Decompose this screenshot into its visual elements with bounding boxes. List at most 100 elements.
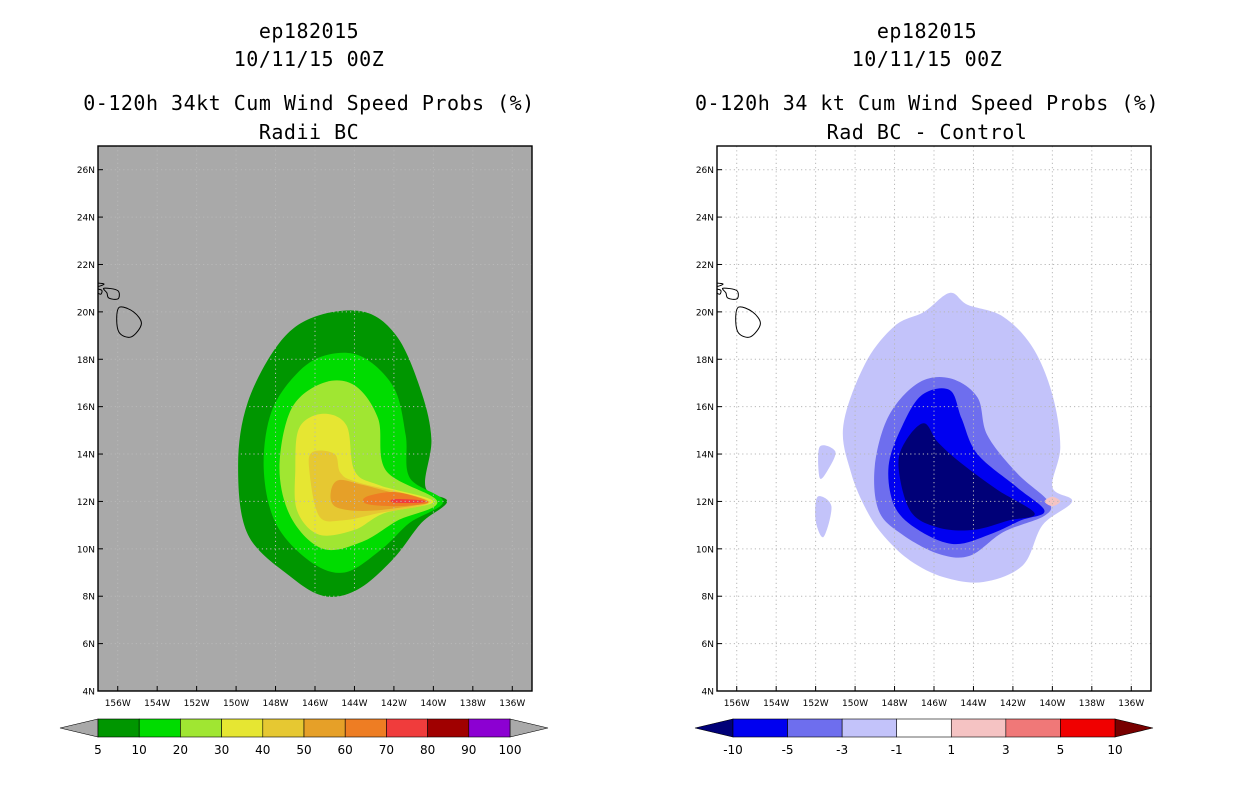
y-tick-label-26N: 26N (696, 166, 714, 176)
right-title-date: 10/11/15 00Z (851, 47, 1003, 71)
x-tick-label-146W: 146W (921, 699, 947, 709)
x-tick-label-152W: 152W (803, 699, 829, 709)
x-tick-label-136W: 136W (499, 699, 525, 709)
contour-layer (238, 310, 448, 597)
colorbar-label-0: -10 (723, 743, 743, 757)
x-tick-label-148W: 148W (263, 699, 289, 709)
island-outline-0 (116, 306, 142, 338)
colorbar-label-6: 5 (1057, 743, 1065, 757)
y-tick-label-12N: 12N (77, 498, 95, 508)
island-outline-2 (717, 282, 724, 288)
colorbar-arrow-left (694, 718, 734, 738)
colorbar-label-4: 40 (255, 743, 270, 757)
grid-lines (98, 146, 532, 691)
contour-level--1 (815, 496, 832, 538)
x-tick-label-152W: 152W (184, 699, 210, 709)
y-tick-label-18N: 18N (77, 356, 95, 366)
x-tick-label-154W: 154W (763, 699, 789, 709)
island-outline-1 (102, 287, 120, 300)
colorbar-swatch-1 (787, 718, 843, 738)
x-tick-label-150W: 150W (223, 699, 249, 709)
island-outline-1 (721, 287, 739, 300)
colorbar-swatch-6 (1060, 718, 1116, 738)
colorbar-label-6: 60 (338, 743, 353, 757)
x-tick-label-154W: 154W (144, 699, 170, 709)
colorbar-label-5: 3 (1002, 743, 1010, 757)
coastline-hawaii (98, 282, 142, 338)
colorbar-label-9: 90 (461, 743, 476, 757)
contour-layer (815, 292, 1073, 583)
colorbar-arrow-right (509, 718, 549, 738)
y-tick-label-12N: 12N (696, 498, 714, 508)
island-outline-3 (717, 288, 722, 295)
y-tick-label-18N: 18N (696, 356, 714, 366)
right-chart-svg: 156W 154W 152W 150W 148W 146W 144W 142W 140W 138W… (694, 145, 1154, 757)
x-tick-label-148W: 148W (882, 699, 908, 709)
x-tick-label-144W: 144W (960, 699, 986, 709)
x-tick-label-144W: 144W (341, 699, 367, 709)
x-tick-label-140W: 140W (420, 699, 446, 709)
colorbar-label-4: 1 (947, 743, 955, 757)
x-tick-label-136W: 136W (1118, 699, 1144, 709)
right-title-subtitle: Rad BC - Control (826, 120, 1028, 144)
island-outline-0 (735, 306, 761, 338)
y-tick-label-20N: 20N (77, 308, 95, 318)
x-tick-label-140W: 140W (1039, 699, 1065, 709)
right-title-storm: ep182015 (876, 19, 978, 43)
colorbar-swatch-2 (180, 718, 222, 738)
colorbar-swatch-0 (97, 718, 140, 738)
x-tick-label-138W: 138W (1079, 699, 1105, 709)
y-tick-label-8N: 8N (83, 593, 95, 603)
x-tick-label-150W: 150W (842, 699, 868, 709)
left-title-storm: ep182015 (258, 19, 360, 43)
right-chart-panel: ep182015 10/11/15 00Z 0-120h 34 kt Cum W… (618, 0, 1236, 800)
colorbar-swatch-6 (344, 718, 387, 738)
colorbar-label-2: -3 (836, 743, 848, 757)
colorbar-label-0: 5 (94, 743, 102, 757)
y-tick-label-24N: 24N (696, 214, 714, 224)
x-tick-label-156W: 156W (724, 699, 750, 709)
colorbar-swatch-2 (841, 718, 898, 738)
left-chart-svg: 156W 154W 152W 150W 148W 146W 144W 142W 140W 138W… (59, 145, 549, 757)
colorbar-swatch-5 (303, 718, 346, 738)
colorbar-swatch-0 (732, 718, 788, 738)
y-tick-label-16N: 16N (77, 403, 95, 413)
coastline-hawaii (717, 282, 761, 338)
right-title-product: 0-120h 34 kt Cum Wind Speed Probs (%) (694, 91, 1160, 115)
x-tick-label-138W: 138W (460, 699, 486, 709)
colorbar-swatch-1 (138, 718, 181, 738)
x-tick-label-142W: 142W (1000, 699, 1026, 709)
x-tick-label-142W: 142W (381, 699, 407, 709)
left-title-subtitle: Radii BC (258, 120, 360, 144)
colorbar: 5 10 20 30 40 50 60 70 80 90 100 (59, 718, 549, 757)
colorbar-label-8: 80 (420, 743, 435, 757)
colorbar-swatch-7 (386, 718, 428, 738)
x-tick-label-156W: 156W (105, 699, 131, 709)
colorbar-label-3: 30 (214, 743, 229, 757)
contour-level-70 (390, 499, 425, 503)
y-tick-label-6N: 6N (83, 640, 95, 650)
y-tick-label-14N: 14N (696, 451, 714, 461)
y-tick-label-16N: 16N (696, 403, 714, 413)
left-title-date: 10/11/15 00Z (233, 47, 385, 71)
island-outline-2 (98, 282, 105, 288)
y-tick-label-10N: 10N (696, 545, 714, 555)
y-tick-label-26N: 26N (77, 166, 95, 176)
y-tick-label-24N: 24N (77, 214, 95, 224)
colorbar-label-1: -5 (782, 743, 794, 757)
colorbar-label-1: 10 (132, 743, 147, 757)
colorbar: -10 -5 -3 -1 1 3 5 10 (694, 718, 1154, 757)
island-outline-3 (98, 288, 103, 295)
colorbar-arrow-left (59, 718, 99, 738)
y-tick-label-20N: 20N (696, 308, 714, 318)
colorbar-swatch-3 (896, 718, 952, 738)
contour-level-1 (1044, 496, 1061, 507)
colorbar-swatch-9 (468, 718, 511, 738)
y-tick-label-14N: 14N (77, 451, 95, 461)
colorbar-label-5: 50 (296, 743, 311, 757)
colorbar-swatch-3 (221, 718, 264, 738)
y-tick-label-10N: 10N (77, 545, 95, 555)
colorbar-label-10: 100 (499, 743, 522, 757)
left-chart-panel: ep182015 10/11/15 00Z 0-120h 34kt Cum Wi… (59, 19, 549, 757)
left-title-product: 0-120h 34kt Cum Wind Speed Probs (%) (83, 91, 535, 115)
